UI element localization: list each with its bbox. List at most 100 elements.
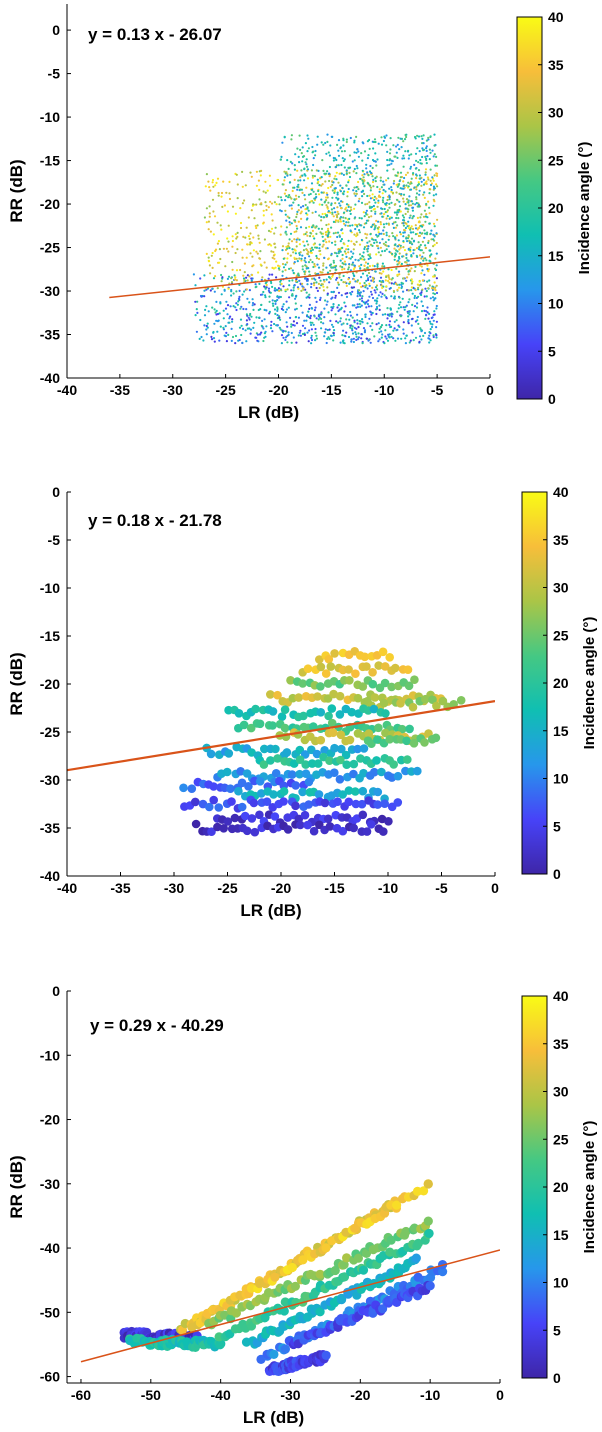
- scatter-point: [388, 198, 391, 201]
- scatter-point: [248, 301, 251, 304]
- scatter-point: [394, 203, 397, 206]
- scatter-point: [339, 341, 342, 344]
- scatter-point: [324, 238, 327, 241]
- scatter-point: [427, 239, 430, 243]
- scatter-point: [421, 155, 424, 159]
- scatter-point: [411, 227, 415, 230]
- fit-equation: y = 0.29 x - 40.29: [90, 1016, 224, 1035]
- scatter-point: [386, 158, 389, 162]
- scatter-point: [282, 336, 285, 339]
- scatter-point: [251, 255, 254, 258]
- scatter-point: [335, 171, 338, 174]
- scatter-point: [271, 219, 274, 222]
- scatter-point: [287, 242, 290, 245]
- scatter-point: [341, 266, 344, 269]
- scatter-point: [373, 289, 376, 292]
- scatter-point: [353, 304, 356, 307]
- scatter-point: [432, 313, 435, 316]
- scatter-point: [335, 268, 338, 271]
- scatter-point: [351, 290, 354, 293]
- scatter-point: [298, 189, 301, 192]
- scatter-point: [294, 194, 298, 197]
- scatter-point: [379, 179, 382, 182]
- scatter-point: [428, 279, 431, 282]
- scatter-point: [364, 301, 367, 304]
- scatter-point: [293, 230, 296, 234]
- scatter-point: [385, 275, 388, 279]
- scatter-point: [336, 198, 339, 201]
- scatter-point: [211, 181, 214, 184]
- scatter-point: [293, 178, 296, 181]
- scatter-point: [196, 300, 199, 303]
- scatter-point: [322, 264, 325, 267]
- scatter-point: [381, 728, 390, 738]
- scatter-point: [227, 275, 231, 278]
- scatter-point: [267, 277, 270, 280]
- scatter-point: [389, 137, 392, 140]
- scatter-point: [353, 233, 356, 236]
- scatter-point: [324, 180, 327, 183]
- scatter-point: [308, 296, 311, 299]
- scatter-point: [310, 334, 313, 337]
- scatter-point: [319, 177, 322, 180]
- scatter-point: [264, 335, 267, 338]
- scatter-point: [332, 259, 335, 262]
- scatter-point: [310, 282, 313, 285]
- scatter-point: [435, 241, 438, 245]
- scatter-point: [272, 254, 275, 257]
- scatter-point: [292, 323, 295, 327]
- scatter-point: [295, 240, 298, 244]
- scatter-point: [274, 302, 277, 305]
- scatter-point: [422, 215, 426, 218]
- scatter-point: [304, 288, 307, 291]
- scatter-point: [346, 314, 349, 317]
- scatter-point: [328, 328, 331, 331]
- scatter-point: [388, 217, 391, 220]
- scatter-point: [408, 154, 411, 157]
- scatter-point: [254, 224, 257, 228]
- scatter-point: [309, 192, 312, 196]
- scatter-point: [280, 1344, 290, 1354]
- colorbar-label: Incidence angle (°): [581, 617, 598, 750]
- scatter-point: [396, 224, 399, 227]
- scatter-point: [235, 279, 238, 282]
- scatter-point: [250, 209, 253, 212]
- scatter-point: [423, 1179, 433, 1189]
- scatter-point: [387, 274, 390, 277]
- scatter-point: [340, 200, 343, 203]
- scatter-point: [298, 252, 301, 255]
- scatter-point: [205, 333, 208, 336]
- scatter-point: [356, 305, 360, 308]
- scatter-point: [434, 257, 437, 260]
- scatter-point: [232, 305, 235, 308]
- scatter-point: [412, 240, 415, 243]
- scatter-point: [420, 265, 423, 268]
- scatter-point: [321, 283, 324, 286]
- scatter-point: [220, 293, 223, 296]
- scatter-point: [339, 204, 342, 207]
- scatter-point: [303, 333, 306, 336]
- scatter-point: [388, 158, 392, 161]
- scatter-point: [326, 328, 329, 332]
- scatter-point: [376, 158, 379, 161]
- scatter-point: [413, 270, 416, 273]
- scatter-point: [281, 141, 284, 144]
- scatter-point: [316, 708, 326, 717]
- scatter-point: [294, 693, 304, 702]
- scatter-point: [322, 243, 325, 246]
- scatter-point: [402, 332, 405, 335]
- scatter-point: [346, 322, 349, 325]
- scatter-point: [353, 278, 356, 281]
- scatter-point: [366, 266, 369, 269]
- scatter-point: [408, 702, 418, 712]
- scatter-point: [228, 180, 231, 183]
- scatter-point: [349, 310, 352, 314]
- scatter-point: [363, 185, 366, 188]
- scatter-point: [282, 329, 285, 333]
- scatter-point: [316, 178, 319, 181]
- scatter-point: [424, 257, 427, 260]
- scatter-point: [423, 209, 426, 212]
- scatter-point: [365, 337, 369, 340]
- scatter-point: [294, 249, 297, 252]
- scatter-point: [268, 300, 271, 303]
